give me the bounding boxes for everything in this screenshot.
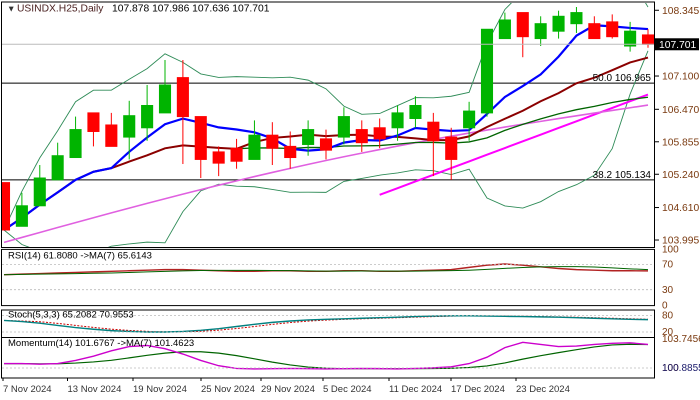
svg-text:50.0 106.965: 50.0 106.965 <box>593 73 652 84</box>
svg-text:70: 70 <box>662 260 674 271</box>
svg-text:23 Dec 2024: 23 Dec 2024 <box>516 384 570 395</box>
svg-text:104.610: 104.610 <box>662 203 699 214</box>
svg-text:100.8855: 100.8855 <box>662 363 700 374</box>
svg-text:RSI(14) 61.8080 ->MA(7) 65.6: RSI(14) 61.8080 ->MA(7) 65.6143 <box>8 251 152 262</box>
svg-text:107.701: 107.701 <box>659 40 696 51</box>
svg-text:103.7456: 103.7456 <box>662 334 700 345</box>
svg-text:108.345: 108.345 <box>662 6 699 17</box>
svg-text:USINDX.H25,Daily: USINDX.H25,Daily <box>17 4 104 15</box>
svg-text:Stoch(5,3,3) 65.2082 70.9553: Stoch(5,3,3) 65.2082 70.9553 <box>8 310 134 321</box>
svg-text:105.240: 105.240 <box>662 170 699 181</box>
svg-text:25 Nov 2024: 25 Nov 2024 <box>201 384 255 395</box>
svg-text:105.855: 105.855 <box>662 137 699 148</box>
svg-text:13 Nov 2024: 13 Nov 2024 <box>68 384 122 395</box>
svg-text:5 Dec 2024: 5 Dec 2024 <box>323 384 372 395</box>
svg-text:11 Dec 2024: 11 Dec 2024 <box>389 384 442 395</box>
svg-text:30: 30 <box>662 285 674 296</box>
svg-text:▼: ▼ <box>7 4 15 14</box>
svg-text:17 Dec 2024: 17 Dec 2024 <box>451 384 505 395</box>
svg-text:Momentum(14) 101.6767 ->MA(7): Momentum(14) 101.6767 ->MA(7) 101.4623 <box>8 338 194 349</box>
svg-text:38.2 105.134: 38.2 105.134 <box>593 170 652 181</box>
svg-text:7 Nov 2024: 7 Nov 2024 <box>3 384 52 395</box>
svg-text:107.100: 107.100 <box>662 72 699 83</box>
svg-text:19 Nov 2024: 19 Nov 2024 <box>133 384 187 395</box>
svg-text:80: 80 <box>662 311 674 322</box>
svg-text:29 Nov 2024: 29 Nov 2024 <box>261 384 315 395</box>
svg-text:106.470: 106.470 <box>662 105 699 116</box>
svg-text:107.878 107.986 107.636 107.70: 107.878 107.986 107.636 107.701 <box>112 4 270 15</box>
svg-text:100: 100 <box>662 245 679 256</box>
